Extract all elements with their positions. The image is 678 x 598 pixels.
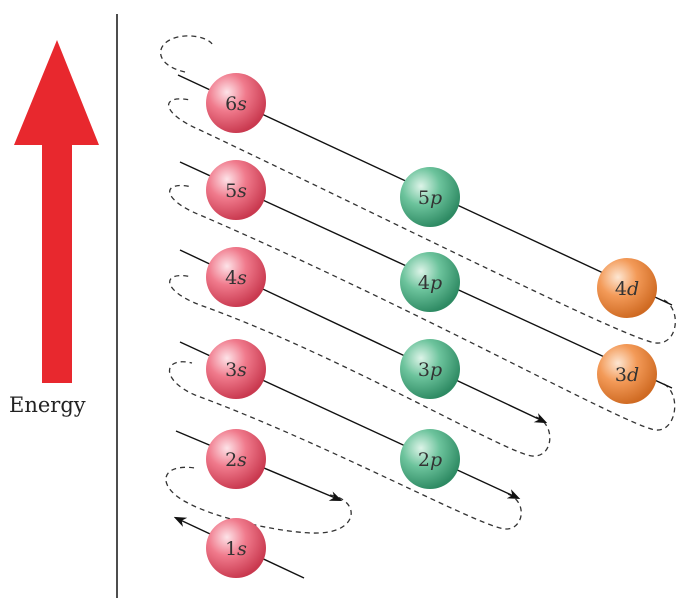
orbital-sphere [400, 429, 460, 489]
orbital-6s: 6s [206, 73, 266, 133]
orbital-sphere [206, 429, 266, 489]
orbital-3d: 3d [597, 344, 657, 404]
solid-lines [173, 74, 673, 579]
orbitals: 1s 2s 3s 4s 5s 6s 2p 3p 4p 5p 3d 4d [206, 73, 657, 578]
orbital-4p: 4p [400, 252, 460, 312]
orbital-sphere [597, 258, 657, 318]
orbital-sphere [400, 252, 460, 312]
orbital-sphere [400, 339, 460, 399]
dashed-loop-3p-4s [169, 275, 551, 457]
dashed-loop-3d-5s [169, 185, 676, 431]
orbital-sphere [206, 247, 266, 307]
orbital-sphere [206, 73, 266, 133]
orbital-label: 2p [418, 449, 442, 471]
orbital-label: 4d [615, 278, 639, 300]
energy-arrow-icon [14, 40, 99, 383]
orbital-label: 5p [418, 187, 442, 209]
orbital-2s: 2s [206, 429, 266, 489]
orbital-sphere [400, 167, 460, 227]
energy-label: Energy [9, 393, 86, 417]
orbital-2p: 2p [400, 429, 460, 489]
orbital-label: 3d [615, 364, 639, 386]
orbital-4s: 4s [206, 247, 266, 307]
dashed-loop-4d-6s [168, 98, 676, 344]
dashed-loop-2p-3s [168, 361, 522, 530]
orbital-label: 5s [225, 180, 247, 202]
orbital-sphere [206, 339, 266, 399]
orbital-label: 3s [225, 359, 247, 381]
orbital-label: 2s [225, 449, 247, 471]
dashed-connectors [159, 35, 676, 534]
orbital-5s: 5s [206, 160, 266, 220]
orbital-label: 4p [418, 272, 442, 294]
orbital-sphere [206, 518, 266, 578]
orbital-sphere [206, 160, 266, 220]
orbital-label: 1s [225, 538, 247, 560]
orbital-label: 6s [225, 93, 247, 115]
orbital-3p: 3p [400, 339, 460, 399]
orbital-5p: 5p [400, 167, 460, 227]
orbital-sphere [597, 344, 657, 404]
orbital-label: 3p [418, 359, 442, 381]
orbital-label: 4s [225, 267, 247, 289]
orbital-3s: 3s [206, 339, 266, 399]
orbital-4d: 4d [597, 258, 657, 318]
orbital-1s: 1s [206, 518, 266, 578]
dashed-loop-top [159, 35, 213, 73]
